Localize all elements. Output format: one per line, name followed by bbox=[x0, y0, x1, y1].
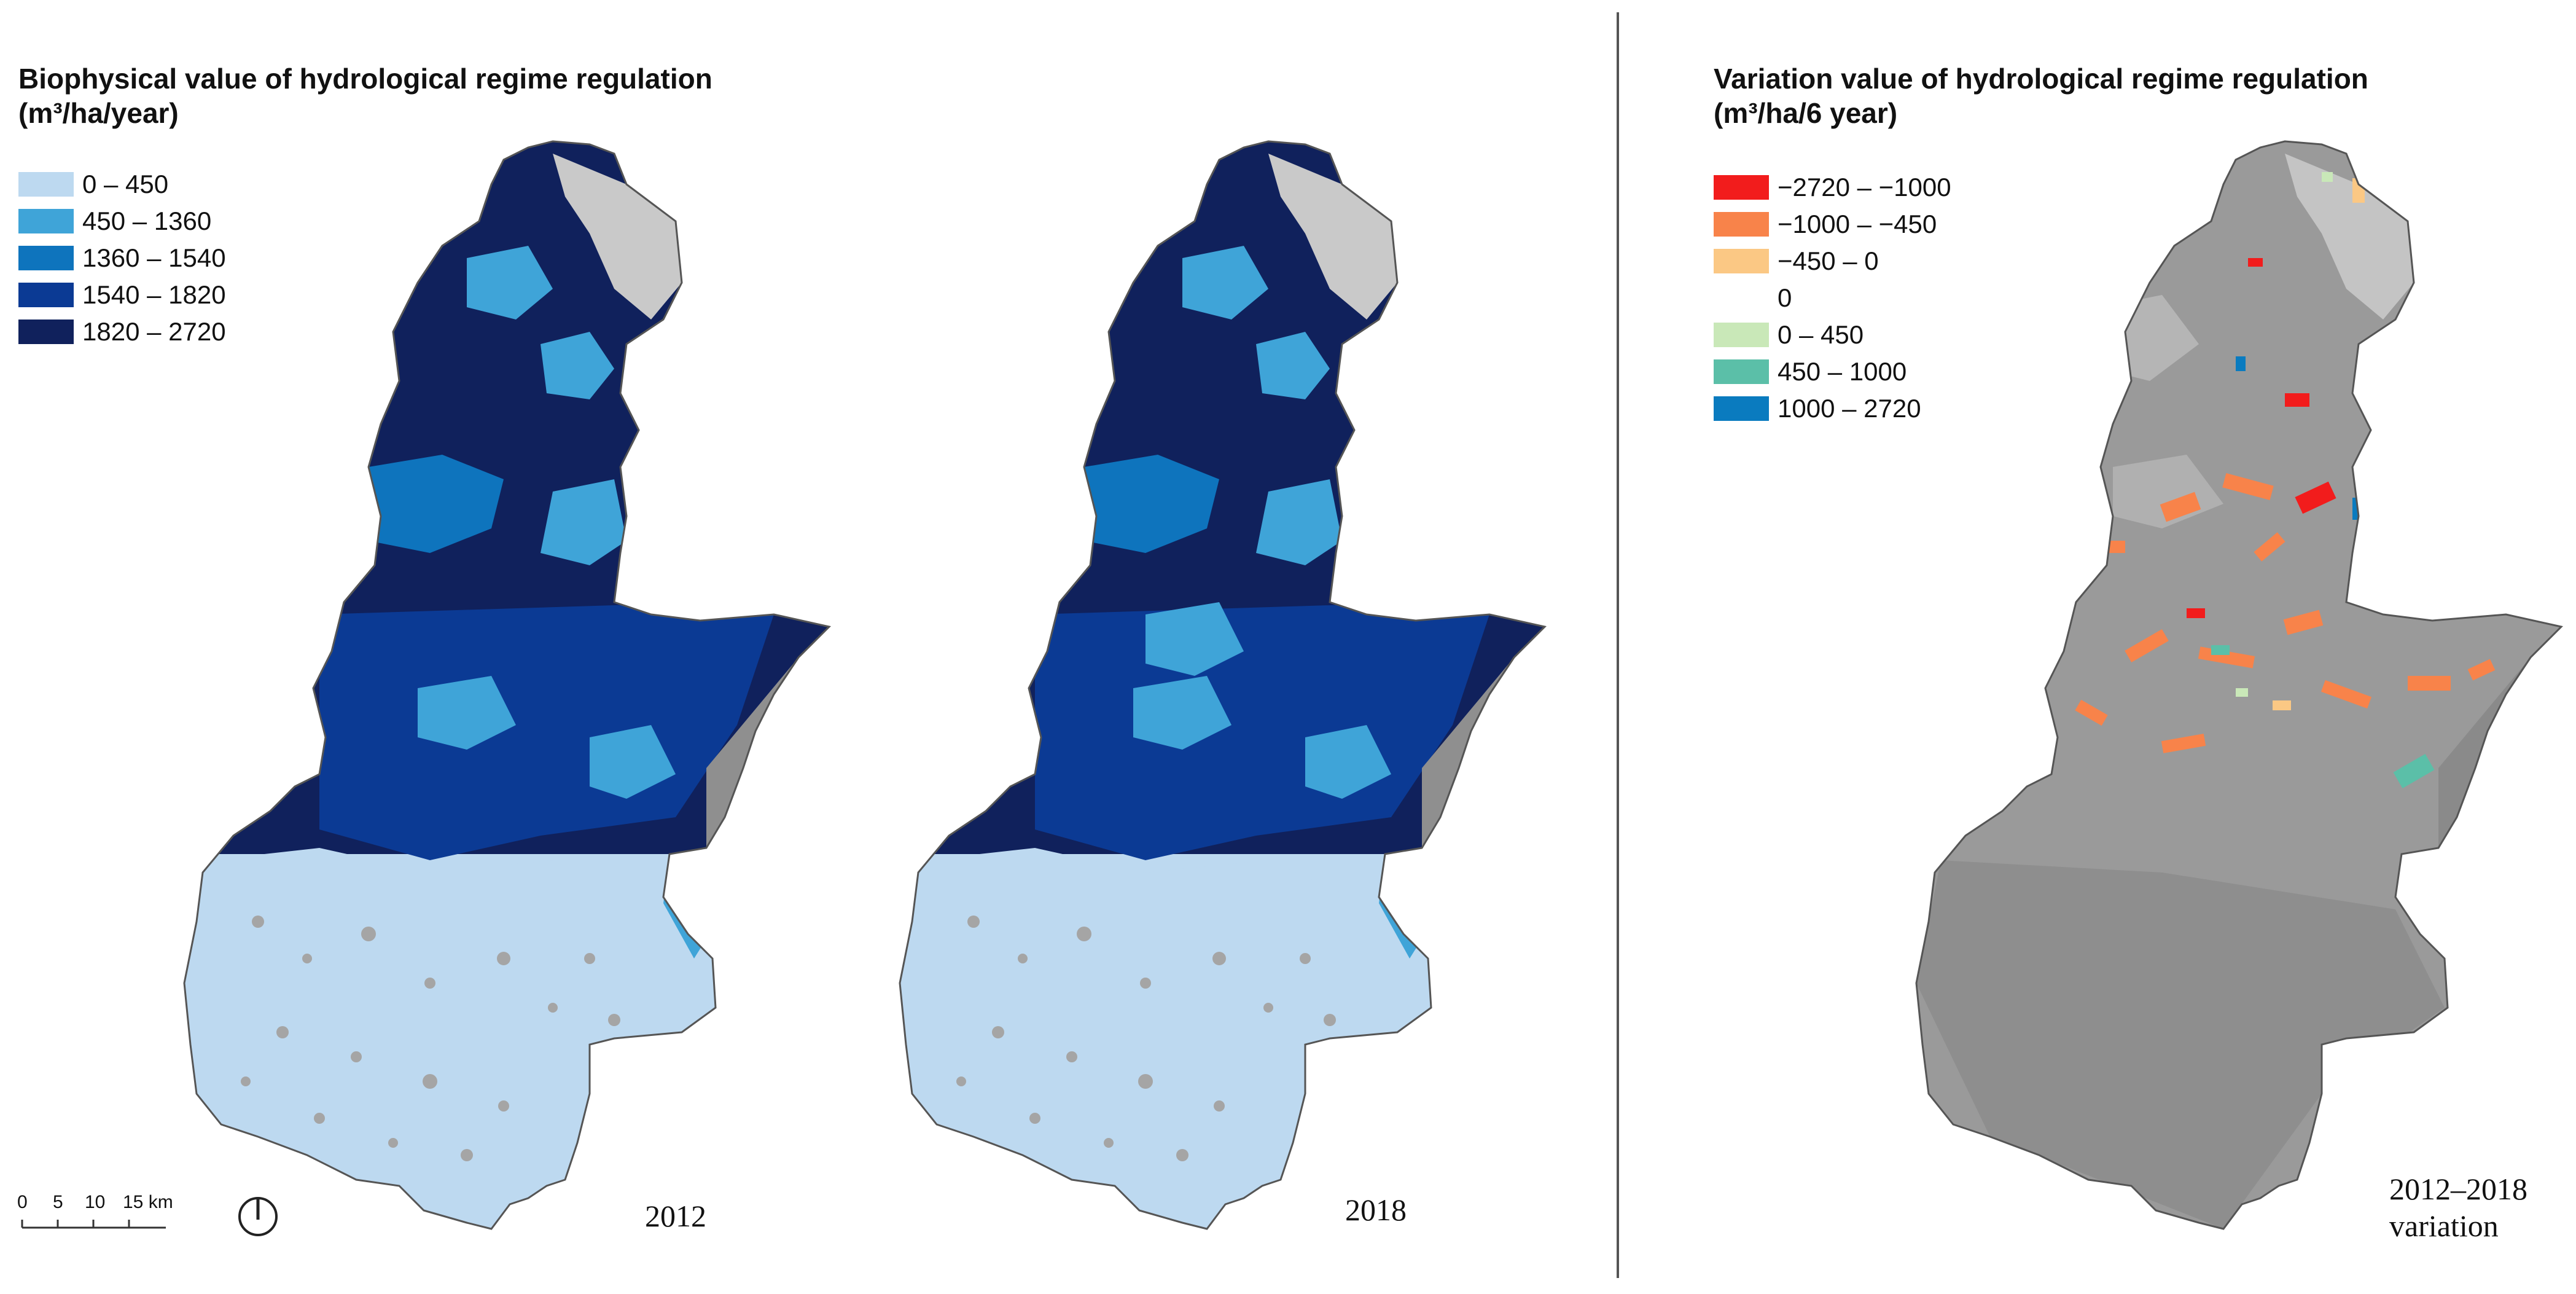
legend-label: −450 – 0 bbox=[1778, 246, 1879, 275]
legend-swatch bbox=[1714, 286, 1769, 310]
legend-label: 1820 – 2720 bbox=[82, 317, 226, 346]
legend-swatch bbox=[18, 283, 74, 307]
legend-swatch bbox=[1714, 175, 1769, 200]
legend-item: 0 – 450 bbox=[1714, 316, 1951, 353]
legend-swatch bbox=[18, 209, 74, 233]
legend-label: 450 – 1000 bbox=[1778, 357, 1907, 386]
legend-item: 1540 – 1820 bbox=[18, 276, 226, 313]
legend-swatch bbox=[1714, 212, 1769, 237]
legend-label: 1540 – 1820 bbox=[82, 280, 226, 309]
legend-item: 1000 – 2720 bbox=[1714, 390, 1951, 427]
left-title-line1: Biophysical value of hydrological regime… bbox=[18, 63, 712, 95]
legend-swatch bbox=[18, 246, 74, 270]
legend-item: 0 bbox=[1714, 280, 1951, 316]
legend-label: −2720 – −1000 bbox=[1778, 173, 1951, 202]
legend-item: 450 – 1360 bbox=[18, 203, 226, 240]
map-2012-label: 2012 bbox=[645, 1199, 706, 1233]
legend-swatch bbox=[1714, 249, 1769, 273]
legend-label: 0 – 450 bbox=[1778, 320, 1864, 349]
legend-swatch bbox=[1714, 323, 1769, 347]
variation-label: 2012–2018 variation bbox=[2389, 1170, 2527, 1244]
left-title: Biophysical value of hydrological regime… bbox=[18, 61, 712, 130]
scale-tick-15: 15 km bbox=[123, 1192, 173, 1212]
legend-swatch bbox=[1714, 396, 1769, 421]
legend-label: 450 – 1360 bbox=[82, 206, 212, 235]
legend-label: 1000 – 2720 bbox=[1778, 394, 1921, 423]
legend-label: 0 – 450 bbox=[82, 170, 169, 198]
scale-bar bbox=[21, 1220, 166, 1229]
legend-item: 1820 – 2720 bbox=[18, 313, 226, 350]
right-title-line2: (m³/ha/6 year) bbox=[1714, 97, 1898, 129]
map-2018-label: 2018 bbox=[1345, 1193, 1407, 1227]
scale-tick-0: 0 bbox=[17, 1192, 28, 1212]
legend-item: −2720 – −1000 bbox=[1714, 169, 1951, 206]
legend-item: 0 – 450 bbox=[18, 166, 226, 203]
scale-tick-5: 5 bbox=[53, 1192, 63, 1212]
right-legend: −2720 – −1000 −1000 – −450 −450 – 0 0 0 … bbox=[1714, 169, 1951, 427]
panel-divider bbox=[1617, 12, 1619, 1278]
legend-label: −1000 – −450 bbox=[1778, 210, 1937, 238]
scale-tick-10: 10 bbox=[85, 1192, 106, 1212]
north-arrow-icon bbox=[238, 1197, 278, 1236]
legend-swatch bbox=[18, 320, 74, 344]
left-title-line2: (m³/ha/year) bbox=[18, 97, 179, 129]
legend-swatch bbox=[1714, 359, 1769, 384]
legend-label: 1360 – 1540 bbox=[82, 243, 226, 272]
right-title: Variation value of hydrological regime r… bbox=[1714, 61, 2368, 130]
legend-item: −450 – 0 bbox=[1714, 243, 1951, 280]
left-legend: 0 – 450 450 – 1360 1360 – 1540 1540 – 18… bbox=[18, 166, 226, 350]
legend-item: −1000 – −450 bbox=[1714, 206, 1951, 243]
map-variation bbox=[1915, 140, 2562, 1230]
legend-item: 450 – 1000 bbox=[1714, 353, 1951, 390]
map-2018 bbox=[899, 140, 1546, 1230]
legend-item: 1360 – 1540 bbox=[18, 240, 226, 276]
variation-label-line2: variation bbox=[2389, 1209, 2499, 1243]
legend-swatch bbox=[18, 172, 74, 197]
variation-label-line1: 2012–2018 bbox=[2389, 1172, 2527, 1206]
legend-label: 0 bbox=[1778, 283, 1792, 312]
right-title-line1: Variation value of hydrological regime r… bbox=[1714, 63, 2368, 95]
